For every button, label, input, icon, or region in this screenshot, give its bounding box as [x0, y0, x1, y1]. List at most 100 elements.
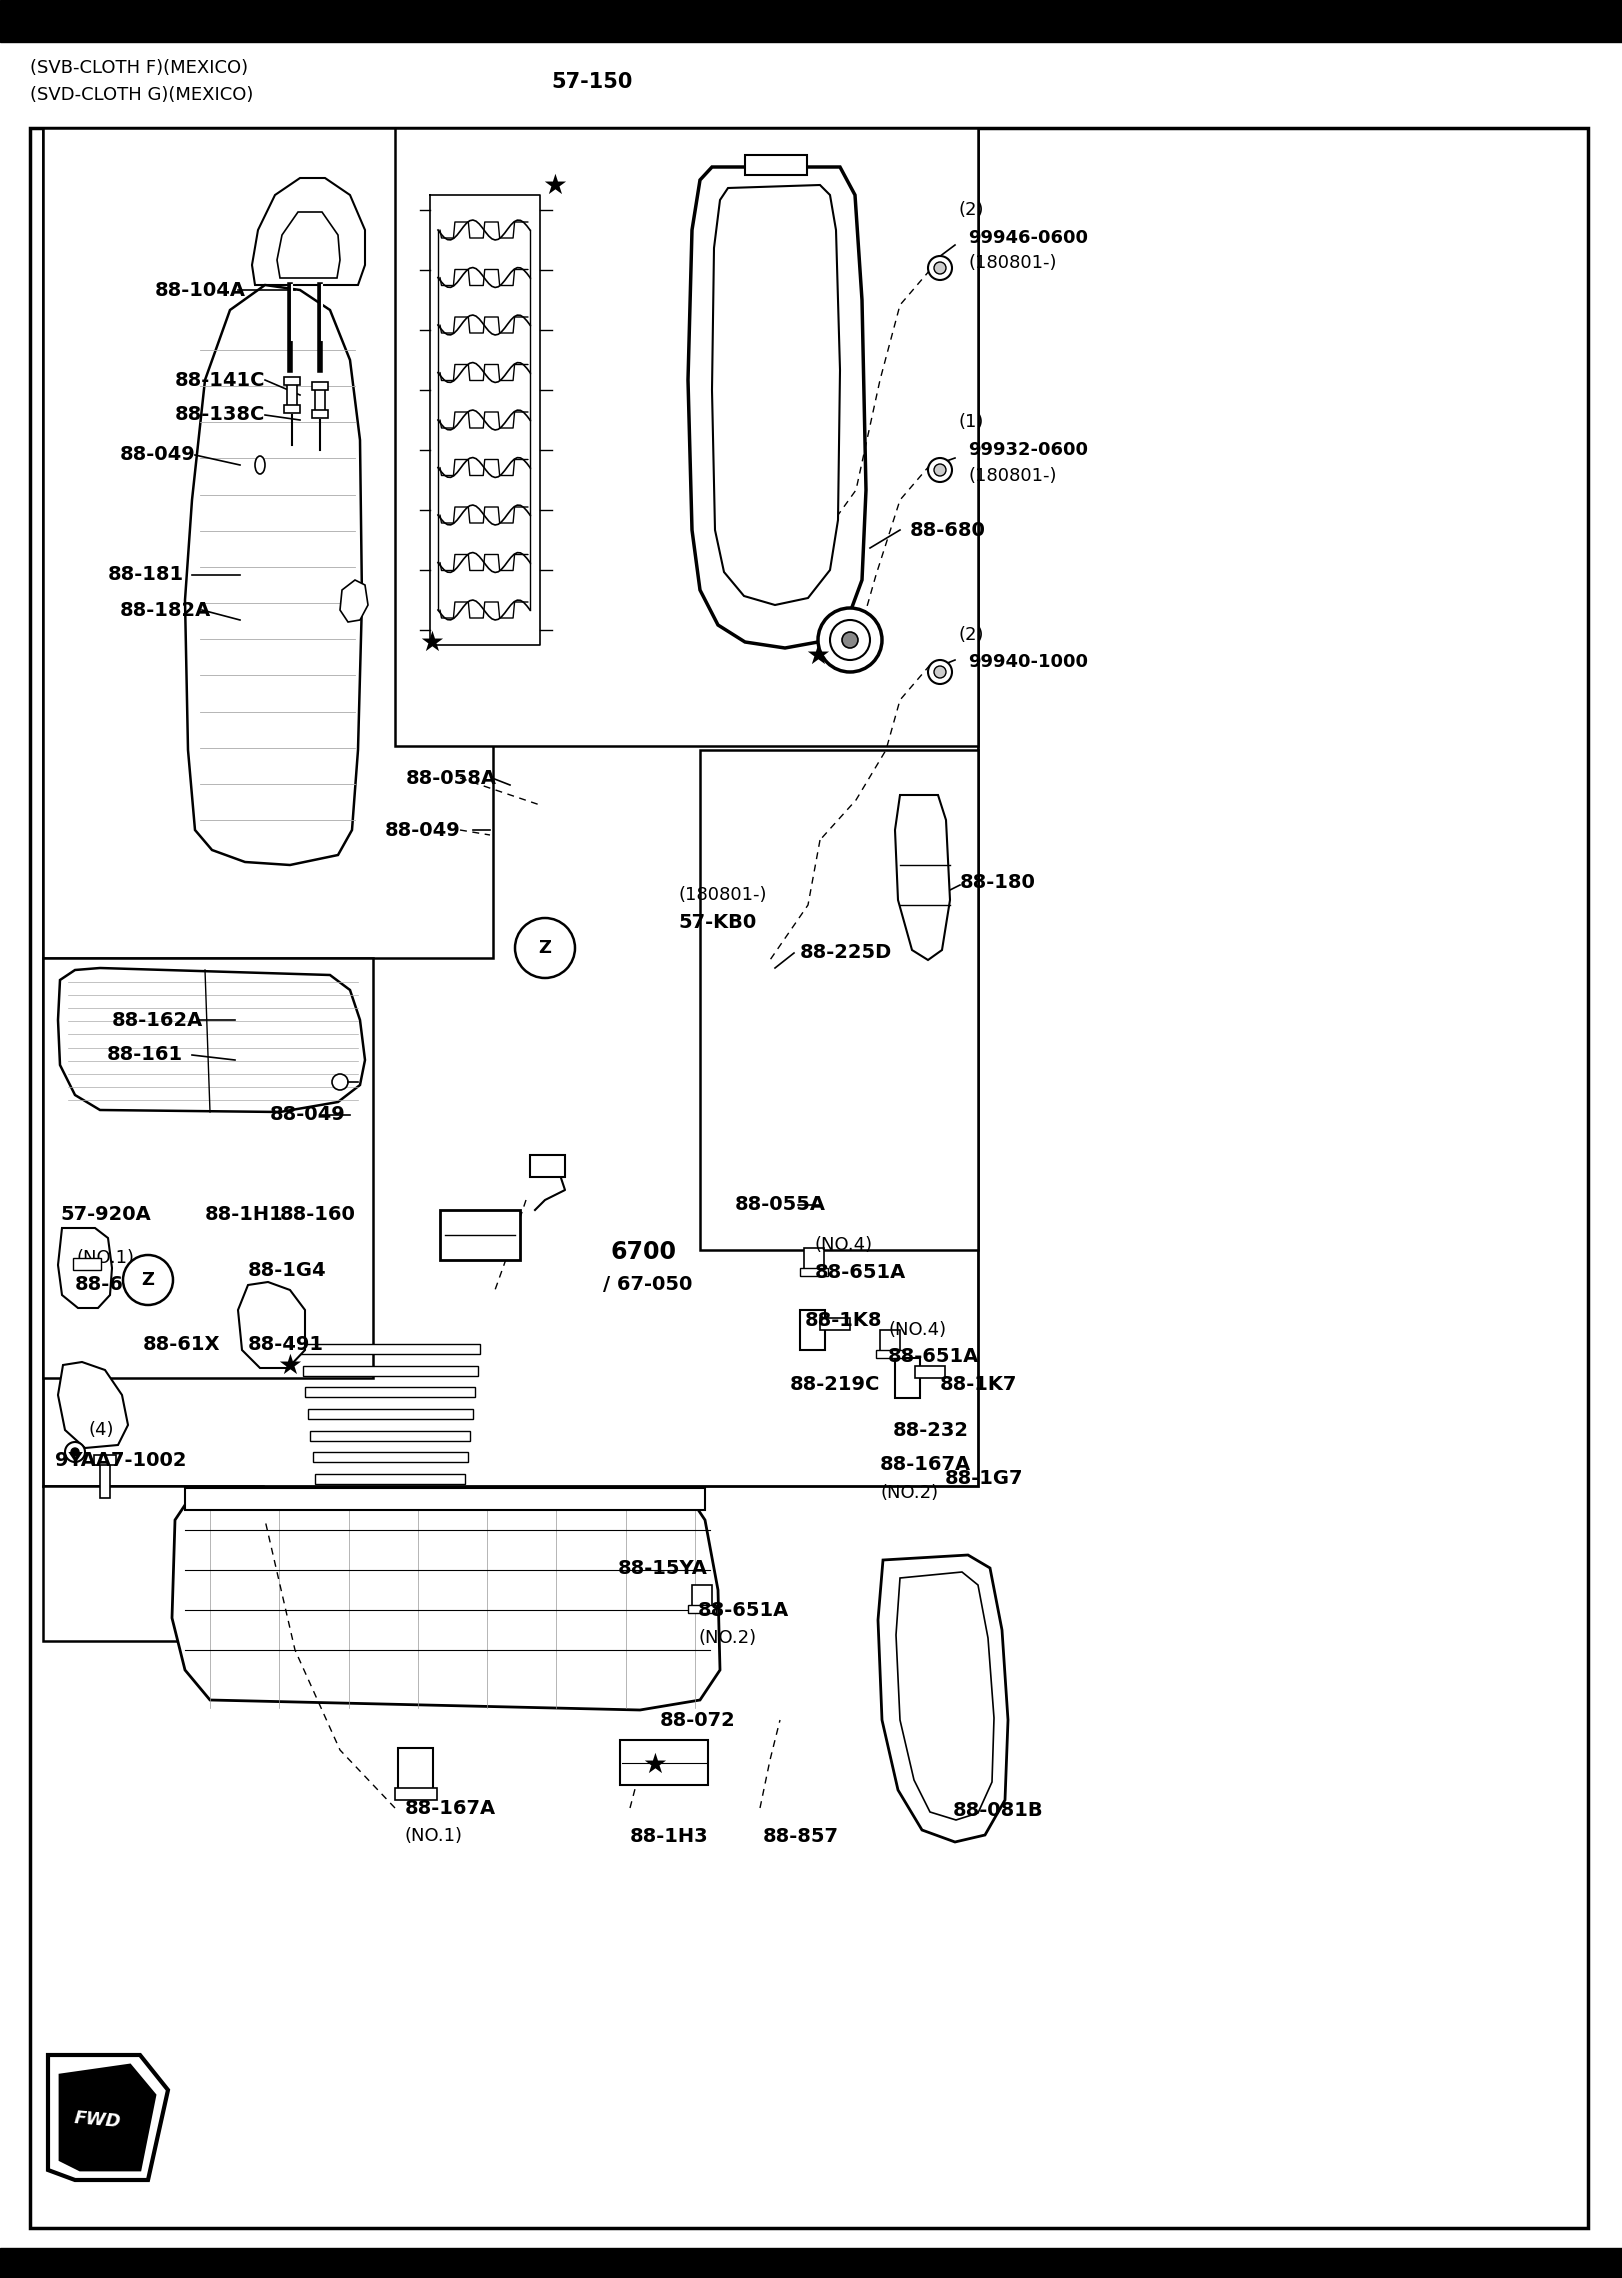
Circle shape — [333, 1073, 349, 1089]
Text: (NO.2): (NO.2) — [881, 1483, 938, 1501]
Text: 88-1H1: 88-1H1 — [204, 1205, 284, 1226]
Text: (2): (2) — [959, 200, 983, 219]
Text: 88-160: 88-160 — [281, 1205, 355, 1226]
Bar — [303, 1367, 478, 1376]
Circle shape — [842, 631, 858, 647]
Bar — [315, 387, 324, 412]
Text: 88-651A: 88-651A — [887, 1349, 980, 1367]
Text: (NO.4): (NO.4) — [887, 1321, 946, 1339]
Text: Z: Z — [539, 939, 551, 957]
Text: 88-651A: 88-651A — [75, 1276, 165, 1294]
Text: (4): (4) — [88, 1421, 114, 1440]
Text: 88-1K8: 88-1K8 — [805, 1310, 882, 1330]
Bar — [310, 1431, 470, 1440]
Bar — [744, 155, 808, 175]
Text: 88-141C: 88-141C — [175, 371, 266, 390]
Bar — [94, 1456, 117, 1465]
Bar — [693, 1585, 712, 1606]
Polygon shape — [58, 1362, 128, 1449]
Text: 88-1G7: 88-1G7 — [946, 1469, 1023, 1488]
Polygon shape — [58, 1228, 112, 1308]
Text: 88-1G4: 88-1G4 — [248, 1260, 326, 1280]
Text: 88-232: 88-232 — [894, 1421, 968, 1440]
Text: 88-61X: 88-61X — [143, 1335, 221, 1355]
Circle shape — [934, 465, 946, 476]
Bar — [311, 383, 328, 390]
Polygon shape — [251, 178, 365, 285]
Text: 88-072: 88-072 — [660, 1711, 736, 1729]
Bar — [876, 1351, 903, 1358]
Text: ★: ★ — [543, 173, 568, 200]
Text: 88-055A: 88-055A — [735, 1196, 826, 1214]
Polygon shape — [58, 968, 365, 1112]
Bar — [284, 405, 300, 412]
Text: 88-167A: 88-167A — [406, 1800, 496, 1818]
Text: 99946-0600: 99946-0600 — [968, 230, 1088, 246]
Polygon shape — [895, 1572, 994, 1820]
Text: ★: ★ — [420, 629, 444, 656]
Text: 88-651A: 88-651A — [814, 1262, 907, 1283]
Text: ★: ★ — [277, 1353, 302, 1380]
Text: (SVD-CLOTH G)(MEXICO): (SVD-CLOTH G)(MEXICO) — [29, 87, 253, 105]
Bar — [821, 1319, 850, 1330]
Text: 88-162A: 88-162A — [112, 1011, 203, 1030]
Circle shape — [928, 661, 952, 683]
Circle shape — [928, 458, 952, 483]
Circle shape — [830, 620, 869, 661]
Bar — [44, 128, 493, 959]
Text: 57-KB0: 57-KB0 — [678, 913, 756, 932]
Text: This part is not serviced.: This part is not serviced. — [281, 14, 509, 32]
Text: 88-219C: 88-219C — [790, 1376, 881, 1394]
Text: 88-15YA: 88-15YA — [618, 1558, 707, 1576]
Polygon shape — [172, 1490, 720, 1711]
Polygon shape — [878, 1556, 1007, 1843]
Text: 6700: 6700 — [610, 1239, 676, 1264]
Text: (NO.4): (NO.4) — [814, 1237, 873, 1253]
Circle shape — [71, 1449, 79, 1456]
Bar — [0, 2248, 1622, 2278]
Text: 88-104A: 88-104A — [156, 280, 247, 298]
Bar — [315, 1474, 466, 1483]
Bar — [396, 1788, 436, 1800]
Bar — [44, 128, 978, 1485]
Text: 88-138C: 88-138C — [175, 405, 266, 424]
Polygon shape — [238, 1283, 305, 1369]
Bar — [284, 376, 300, 385]
Text: 57-920A: 57-920A — [60, 1205, 151, 1226]
Polygon shape — [895, 795, 950, 959]
Text: 88-049: 88-049 — [120, 446, 196, 465]
Text: 99932-0600: 99932-0600 — [968, 442, 1088, 458]
Text: 88-491: 88-491 — [248, 1335, 324, 1355]
Text: (NO.1): (NO.1) — [406, 1827, 462, 1845]
Bar — [44, 1485, 263, 1640]
Text: 88-058A: 88-058A — [406, 768, 496, 788]
Polygon shape — [688, 166, 866, 647]
Polygon shape — [60, 2064, 156, 2171]
Text: 88-161: 88-161 — [107, 1046, 183, 1064]
Text: DRIVER SIDE: DRIVER SIDE — [29, 7, 248, 36]
Polygon shape — [341, 581, 368, 622]
Circle shape — [65, 1442, 84, 1462]
Text: 88-651A: 88-651A — [697, 1601, 790, 1620]
Text: 88-180: 88-180 — [960, 872, 1036, 893]
Bar — [530, 1155, 564, 1178]
Text: 88-857: 88-857 — [762, 1827, 839, 1845]
Text: 57-150: 57-150 — [551, 73, 633, 91]
Bar — [101, 1462, 110, 1499]
Circle shape — [934, 665, 946, 679]
Text: 99940-1000: 99940-1000 — [968, 654, 1088, 672]
Bar — [308, 1410, 474, 1419]
Polygon shape — [277, 212, 341, 278]
Circle shape — [934, 262, 946, 273]
Bar — [805, 1248, 824, 1271]
Polygon shape — [185, 285, 362, 866]
Text: FWD: FWD — [73, 2109, 122, 2130]
Text: Z: Z — [141, 1271, 154, 1289]
Text: 88-680: 88-680 — [910, 519, 986, 540]
Text: (SVB-CLOTH F)(MEXICO): (SVB-CLOTH F)(MEXICO) — [29, 59, 248, 77]
Text: (1): (1) — [959, 412, 983, 431]
Text: / 67-050: / 67-050 — [603, 1276, 693, 1294]
Bar — [800, 1269, 827, 1276]
Bar — [620, 1740, 707, 1786]
Text: 88-081B: 88-081B — [954, 1800, 1043, 1820]
